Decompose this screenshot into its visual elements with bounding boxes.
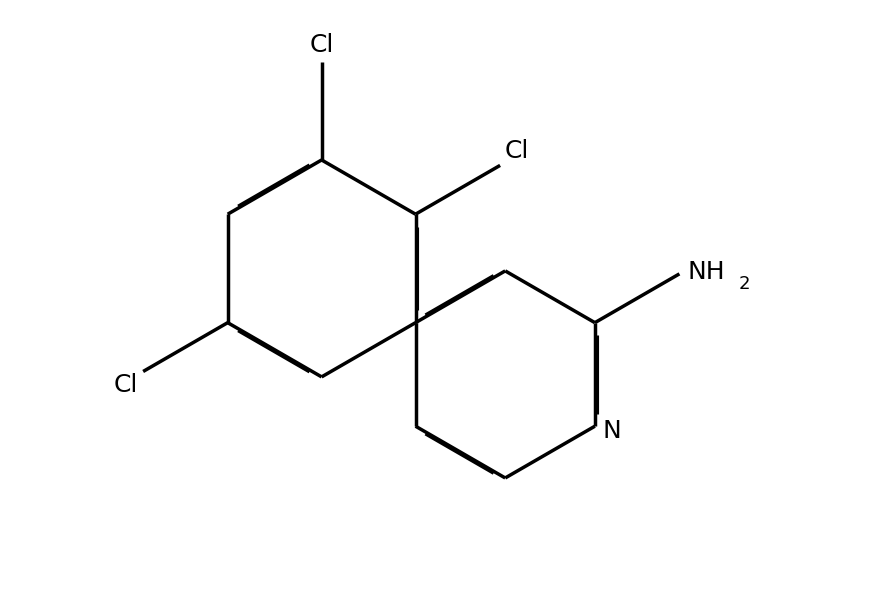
Text: NH: NH bbox=[687, 260, 725, 284]
Text: N: N bbox=[603, 419, 622, 443]
Text: Cl: Cl bbox=[505, 139, 529, 163]
Text: Cl: Cl bbox=[310, 33, 334, 57]
Text: 2: 2 bbox=[739, 274, 750, 292]
Text: Cl: Cl bbox=[114, 373, 138, 398]
